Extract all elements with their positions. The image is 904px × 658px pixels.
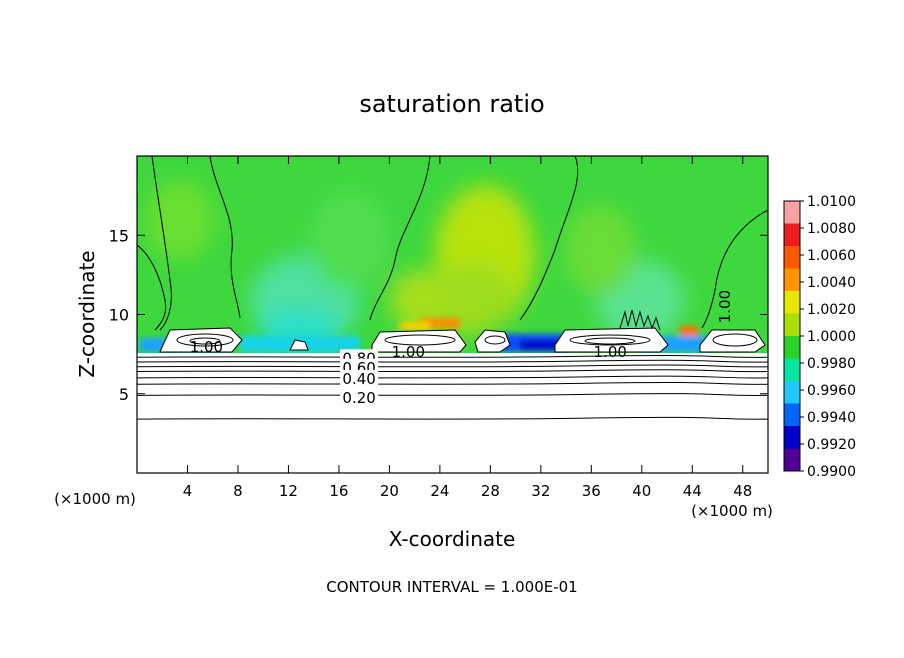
- unity-contours: [137, 156, 768, 331]
- plot-field: 1.00 1.00 1.001.000.800.600.400.20: [137, 156, 768, 473]
- x-unit-left: (×1000 m): [54, 490, 136, 508]
- x-tick-label: 8: [233, 482, 243, 500]
- contour-label: 0.20: [342, 389, 375, 407]
- x-tick-label: 44: [683, 482, 702, 500]
- contour-line: [137, 381, 768, 385]
- colorbar-swatch: [784, 358, 800, 382]
- contour-label: 0.40: [342, 370, 375, 388]
- x-tick-label: 16: [329, 482, 348, 500]
- chart-title: saturation ratio: [359, 90, 544, 118]
- colorbar-label: 0.9920: [807, 437, 856, 453]
- colorbar-label: 0.9940: [807, 410, 856, 426]
- x-tick-label: 40: [632, 482, 651, 500]
- colorbar-swatch: [784, 336, 800, 359]
- contour-label: 1.00: [190, 338, 223, 356]
- contour-label: 1.00: [716, 290, 734, 323]
- y-tick-label: 10: [109, 306, 129, 325]
- contour-line: [137, 416, 768, 420]
- contour-line: [137, 375, 768, 379]
- colorbar: 1.0100 1.0080 1.0060 1.0040 1.0020 1.0000 0.99…: [783, 194, 856, 480]
- y-tick-label: 15: [109, 226, 129, 245]
- colorbar-label: 1.0040: [807, 275, 856, 291]
- x-tick-label: 32: [531, 482, 550, 500]
- x-tick-label: 48: [733, 482, 752, 500]
- x-axis-ticks: 4 8 12 16 20 24 28 32 36 40 44 48: [183, 156, 752, 500]
- colorbar-swatch: [784, 448, 800, 472]
- contour-label: 1.00: [392, 343, 425, 361]
- contour-line: [137, 359, 768, 363]
- colorbar-swatch: [784, 381, 800, 404]
- contour-line: [137, 393, 768, 396]
- y-axis-ticks: 5 10 15: [109, 226, 768, 404]
- contour-label: 1.00: [594, 343, 627, 361]
- white-lower-region: [137, 353, 768, 473]
- cloud-regions: [159, 327, 766, 353]
- colorbar-label: 1.0080: [807, 221, 856, 237]
- saturation-blobs: [145, 180, 685, 352]
- colorbar-label: 1.0020: [807, 302, 856, 318]
- colorbar-swatch: [784, 201, 800, 224]
- x-axis-label: X-coordinate: [389, 527, 516, 551]
- colorbar-swatch: [784, 246, 800, 269]
- contour-label-bg: [340, 388, 379, 404]
- colorbar-label: 0.9980: [807, 356, 856, 372]
- colorbar-label: 1.0100: [807, 194, 856, 210]
- y-axis-label: Z-coordinate: [75, 250, 99, 377]
- x-tick-label: 4: [183, 482, 193, 500]
- colorbar-label: 1.0060: [807, 248, 856, 264]
- colorbar-swatch: [784, 291, 800, 314]
- x-tick-label: 24: [430, 482, 449, 500]
- colorbar-swatch: [784, 403, 800, 427]
- x-tick-label: 36: [582, 482, 601, 500]
- cloud-inner-contours: [176, 333, 758, 347]
- contour-interval-footer: CONTOUR INTERVAL = 1.000E-01: [326, 578, 577, 596]
- horizontal-contours: [137, 355, 768, 420]
- contour-labels: 1.00 1.00 1.001.000.800.600.400.20: [190, 290, 734, 407]
- colorbar-label: 0.9900: [807, 464, 856, 480]
- y-tick-label: 5: [119, 385, 129, 404]
- contour-line: [137, 364, 768, 368]
- contour-line: [137, 369, 768, 373]
- colorbar-swatch: [784, 426, 800, 449]
- colorbar-label: 1.0000: [807, 329, 856, 345]
- colorbar-label: 0.9960: [807, 383, 856, 399]
- x-unit-right: (×1000 m): [691, 502, 773, 520]
- x-tick-label: 12: [279, 482, 298, 500]
- x-tick-label: 28: [481, 482, 500, 500]
- colorbar-swatch: [784, 223, 800, 247]
- contour-line: [137, 355, 768, 358]
- colorbar-swatch: [784, 313, 800, 337]
- colorbar-swatch: [784, 268, 800, 292]
- jagged-contour: [619, 309, 661, 331]
- x-tick-label: 20: [380, 482, 399, 500]
- contour-label-bg: [340, 369, 379, 385]
